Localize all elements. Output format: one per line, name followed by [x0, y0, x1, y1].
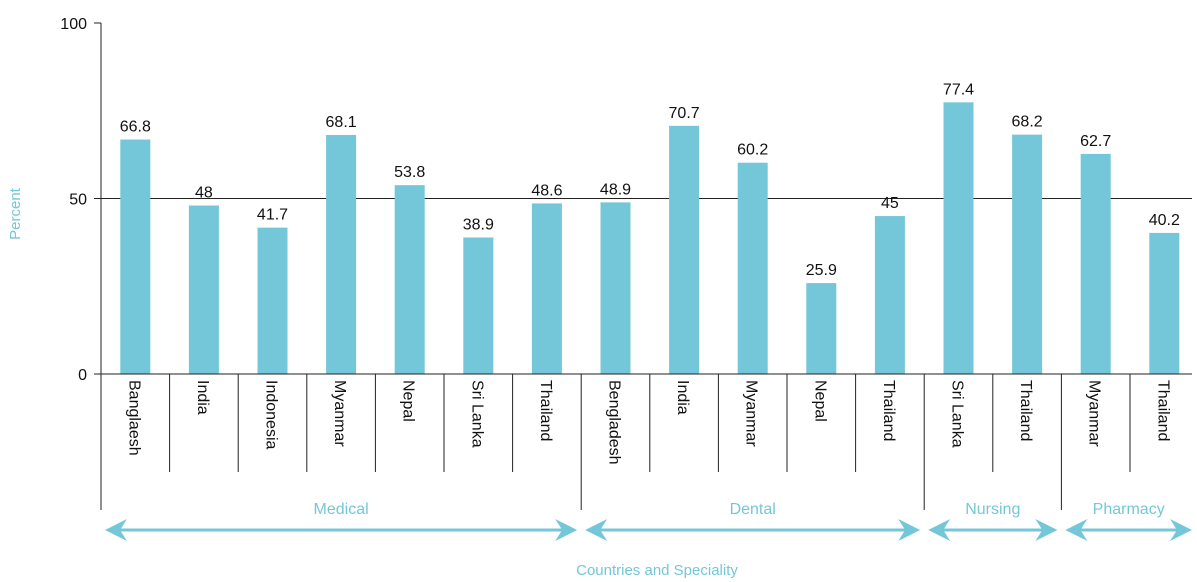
group-arrow [1065, 519, 1192, 541]
category-label: Bengladesh [606, 380, 623, 465]
labels-layer: 0 50 100 66.8 48 41.7 68.1 53.8 38.9 48.6 48.9 70.7… [60, 16, 1192, 541]
y-tick-label: 50 [69, 192, 87, 209]
bar [1080, 153, 1111, 374]
bar-value-label: 48.6 [531, 182, 562, 199]
bar [257, 227, 288, 374]
category-label: Thailand [1154, 380, 1171, 441]
y-tick-label: 0 [78, 367, 87, 384]
bars-layer [120, 102, 1180, 375]
bar [669, 125, 700, 374]
bar-value-label: 45 [881, 195, 899, 212]
x-axis-label: Countries and Speciality [576, 562, 738, 579]
bar [806, 283, 837, 374]
group-arrow [105, 519, 578, 541]
bar [1149, 232, 1180, 374]
bar [1012, 134, 1043, 374]
bar [874, 216, 905, 374]
bar-value-label: 70.7 [669, 105, 700, 122]
bar-value-label: 41.7 [257, 207, 288, 224]
group-arrow-head-right [1035, 519, 1058, 541]
category-label: Myanmar [1086, 380, 1103, 447]
category-label: Thailand [1017, 380, 1034, 441]
category-label: Indonesia [263, 380, 280, 449]
y-tick-label: 100 [60, 16, 87, 33]
group-label: Pharmacy [1093, 501, 1165, 518]
bar-value-label: 53.8 [394, 164, 425, 181]
category-label: Myanmar [743, 380, 760, 447]
bar [394, 185, 425, 374]
category-label: India [194, 380, 211, 415]
bar [737, 162, 768, 374]
bar [463, 237, 494, 374]
bar-value-label: 48.9 [600, 181, 631, 198]
group-arrow-head-left [585, 519, 608, 541]
category-label: Myanmar [331, 380, 348, 447]
group-arrow-head-right [898, 519, 921, 541]
category-label: Nepal [400, 380, 417, 422]
group-label: Dental [730, 501, 776, 518]
bar-value-label: 48 [195, 185, 213, 202]
group-arrow-head-right [1170, 519, 1192, 541]
bar-value-label: 60.2 [737, 142, 768, 159]
category-label: Sri Lanka [949, 380, 966, 448]
bar-value-label: 68.2 [1012, 114, 1043, 131]
bar-value-label: 77.4 [943, 81, 974, 98]
y-axis-label: Percent [7, 187, 24, 240]
group-arrow-head-left [105, 519, 127, 541]
group-arrow-head-left [1065, 519, 1088, 541]
category-label: India [674, 380, 691, 415]
group-label: Medical [314, 501, 369, 518]
group-arrow [928, 519, 1058, 541]
group-arrow-head-right [555, 519, 578, 541]
bar [326, 134, 357, 374]
bar [943, 102, 974, 375]
bar-value-label: 38.9 [463, 216, 494, 233]
bar [600, 202, 631, 374]
bar-value-label: 40.2 [1149, 212, 1180, 229]
bar [120, 139, 151, 374]
axis-layer [94, 22, 1192, 510]
category-label: Banglaesh [125, 380, 142, 456]
group-arrow-head-left [928, 519, 951, 541]
bar [188, 205, 219, 374]
group-arrow [585, 519, 921, 541]
group-label: Nursing [965, 501, 1020, 518]
bar-value-label: 68.1 [326, 114, 357, 131]
bar [531, 203, 562, 374]
bar-value-label: 25.9 [806, 262, 837, 279]
category-label: Sri Lanka [468, 380, 485, 448]
bar-value-label: 66.8 [120, 119, 151, 136]
category-label: Thailand [537, 380, 554, 441]
bar-value-label: 62.7 [1080, 133, 1111, 150]
category-label: Thailand [880, 380, 897, 441]
category-label: Nepal [811, 380, 828, 422]
